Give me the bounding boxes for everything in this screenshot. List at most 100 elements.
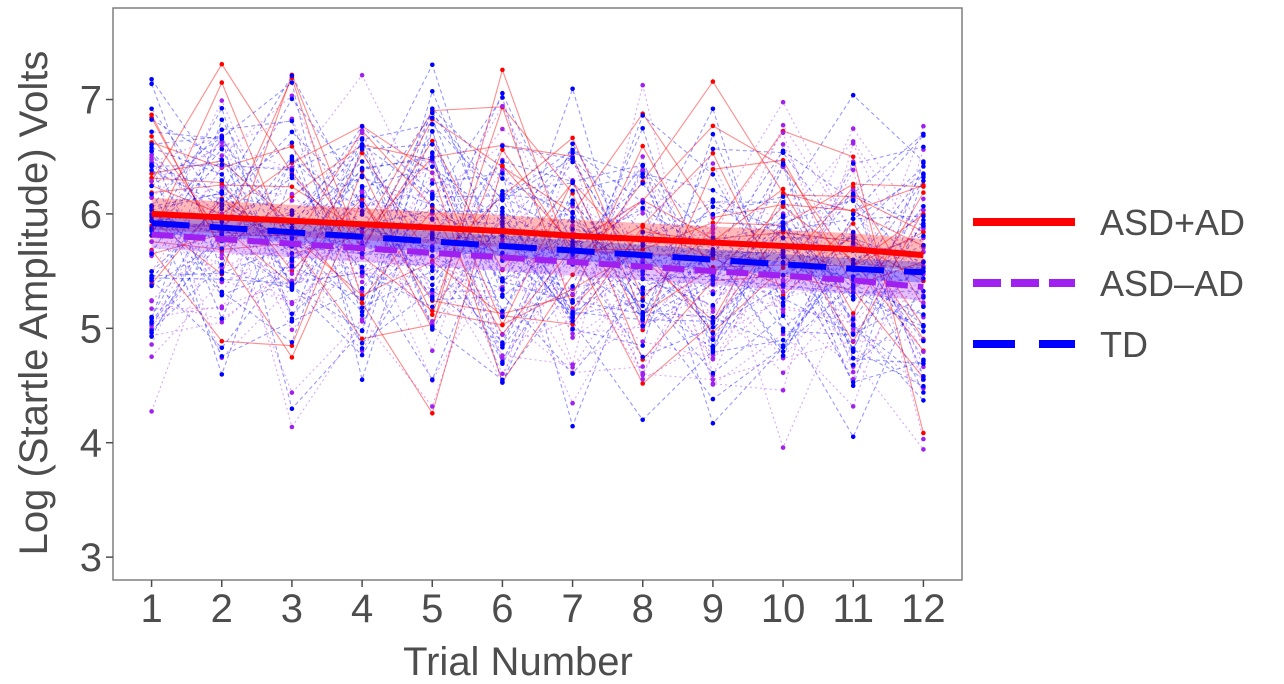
subject-point bbox=[500, 371, 505, 377]
subject-point bbox=[640, 343, 645, 348]
subject-point bbox=[850, 322, 856, 328]
subject-trajectory bbox=[151, 74, 924, 374]
subject-point bbox=[149, 298, 154, 303]
subject-point bbox=[780, 213, 786, 219]
subject-point bbox=[500, 67, 505, 73]
subject-point bbox=[850, 161, 856, 166]
subject-point bbox=[149, 269, 154, 274]
subject-point bbox=[500, 95, 505, 100]
subject-point bbox=[850, 212, 856, 217]
subject-point bbox=[149, 77, 154, 82]
subject-point bbox=[710, 319, 716, 324]
subject-point bbox=[850, 181, 856, 187]
subject-point bbox=[710, 309, 716, 314]
subject-point bbox=[921, 196, 926, 202]
subject-point bbox=[570, 141, 575, 147]
subject-point bbox=[219, 246, 225, 251]
subject-point bbox=[710, 381, 716, 387]
subject-point bbox=[289, 129, 295, 135]
subject-point bbox=[149, 314, 154, 320]
subject-point bbox=[780, 130, 786, 136]
subject-trajectory bbox=[151, 125, 924, 365]
subject-point bbox=[921, 374, 926, 379]
subject-point bbox=[640, 339, 645, 344]
subject-point bbox=[780, 186, 786, 192]
x-tick-label: 6 bbox=[491, 587, 513, 631]
subject-point bbox=[500, 308, 505, 314]
subject-point bbox=[640, 323, 645, 329]
subject-point bbox=[500, 209, 505, 214]
subject-point bbox=[640, 298, 645, 303]
subject-point bbox=[359, 377, 365, 383]
subject-point bbox=[921, 207, 926, 213]
x-axis: 1 2 3 4 5 6 7 8 9 10 11 12 bbox=[140, 580, 946, 631]
subject-point bbox=[640, 230, 645, 235]
subject-point bbox=[219, 338, 225, 344]
subject-point bbox=[570, 239, 575, 245]
subject-point bbox=[289, 209, 295, 215]
subject-points bbox=[149, 61, 926, 452]
subject-trajectory bbox=[151, 159, 924, 335]
subject-point bbox=[500, 287, 505, 292]
subject-point bbox=[430, 191, 435, 197]
subject-point bbox=[850, 326, 856, 332]
subject-point bbox=[780, 337, 786, 343]
subject-point bbox=[430, 297, 435, 302]
subject-point bbox=[921, 322, 926, 328]
subject-point bbox=[289, 236, 295, 242]
subject-point bbox=[359, 251, 365, 257]
x-tick-label: 3 bbox=[281, 587, 303, 631]
subject-point bbox=[921, 436, 926, 442]
subject-point bbox=[359, 203, 365, 209]
subject-point bbox=[570, 188, 575, 194]
subject-point bbox=[219, 162, 225, 168]
y-axis-title: Log (Startle Amplitude) Volts bbox=[12, 51, 56, 556]
subject-point bbox=[850, 383, 856, 389]
subject-point bbox=[710, 350, 716, 355]
subject-point bbox=[359, 340, 365, 346]
x-tick-label: 5 bbox=[421, 587, 443, 631]
subject-point bbox=[149, 334, 154, 339]
subject-point bbox=[640, 113, 645, 118]
subject-point bbox=[780, 282, 786, 287]
y-tick-label: 3 bbox=[80, 536, 102, 580]
subject-trajectory bbox=[151, 111, 924, 295]
subject-point bbox=[850, 293, 856, 299]
subject-point bbox=[710, 230, 716, 236]
subject-trajectory bbox=[151, 108, 924, 393]
subject-point bbox=[780, 329, 786, 334]
subject-point bbox=[710, 249, 716, 255]
subject-point bbox=[359, 255, 365, 260]
subject-point bbox=[359, 165, 365, 171]
subject-point bbox=[430, 170, 435, 175]
subject-point bbox=[850, 404, 856, 409]
subject-point bbox=[289, 118, 295, 124]
subject-point bbox=[219, 157, 225, 163]
subject-point bbox=[219, 80, 225, 85]
subject-point bbox=[710, 172, 716, 177]
subject-point bbox=[289, 301, 295, 307]
subject-point bbox=[359, 72, 365, 78]
x-tick-label: 2 bbox=[211, 587, 233, 631]
legend: ASD+AD ASD–AD TD bbox=[973, 202, 1245, 365]
subject-point bbox=[149, 134, 154, 139]
subject-point bbox=[570, 292, 575, 297]
subject-trajectory bbox=[151, 63, 924, 332]
subject-point bbox=[359, 336, 365, 342]
subject-point bbox=[359, 296, 365, 301]
subject-point bbox=[710, 199, 716, 205]
subject-point bbox=[640, 371, 645, 377]
legend-label: ASD–AD bbox=[1100, 263, 1244, 304]
subject-point bbox=[921, 304, 926, 310]
subject-trajectory bbox=[151, 157, 924, 389]
subject-point bbox=[850, 362, 856, 368]
subject-point bbox=[500, 126, 505, 132]
subject-point bbox=[850, 356, 856, 361]
x-tick-label: 12 bbox=[901, 587, 946, 631]
subject-point bbox=[780, 254, 786, 260]
x-tick-label: 11 bbox=[832, 587, 874, 631]
subject-point bbox=[850, 261, 856, 267]
subject-point bbox=[359, 269, 365, 275]
subject-trajectory bbox=[151, 131, 924, 311]
subject-point bbox=[219, 98, 225, 103]
